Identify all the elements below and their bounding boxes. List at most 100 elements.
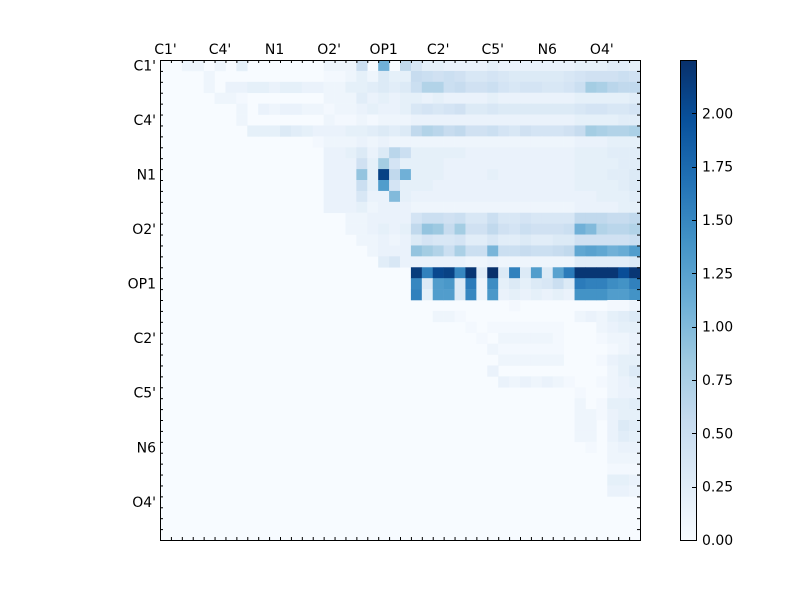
- heatmap-cell: [378, 223, 390, 235]
- heatmap-cell: [596, 158, 608, 170]
- heatmap-cell: [629, 278, 641, 290]
- heatmap-cell: [596, 114, 608, 126]
- heatmap-cell: [421, 223, 434, 235]
- heatmap-cell: [454, 256, 466, 268]
- heatmap-cell: [454, 201, 466, 214]
- colorbar-tick-label: 2.00: [702, 106, 733, 122]
- heatmap-cell: [465, 245, 477, 257]
- heatmap-cell: [487, 365, 499, 377]
- heatmap-cell: [356, 92, 368, 104]
- heatmap-cell: [607, 441, 619, 454]
- heatmap-cell: [323, 114, 335, 126]
- heatmap-cell: [247, 125, 259, 137]
- y-tick-label: C5': [133, 386, 156, 402]
- heatmap-cell: [443, 92, 455, 104]
- heatmap-cell: [410, 201, 423, 214]
- heatmap-cell: [389, 92, 401, 104]
- heatmap-cell: [520, 158, 532, 170]
- heatmap-cell: [389, 212, 401, 224]
- heatmap-cell: [563, 256, 575, 268]
- heatmap-cell: [520, 376, 532, 388]
- heatmap-cell: [629, 430, 641, 443]
- heatmap-cell: [607, 201, 619, 214]
- heatmap-cell: [236, 60, 248, 72]
- heatmap-cell: [563, 201, 575, 214]
- heatmap-cell: [607, 289, 619, 301]
- heatmap-cell: [618, 387, 630, 399]
- heatmap-cell: [574, 201, 586, 214]
- heatmap-cell: [356, 190, 368, 203]
- heatmap-cell: [629, 463, 641, 475]
- heatmap-cell: [323, 103, 335, 115]
- heatmap-cell: [574, 81, 586, 94]
- heatmap-cell: [596, 212, 608, 224]
- heatmap-cell: [465, 125, 477, 137]
- heatmap-cell: [520, 234, 532, 246]
- heatmap-cell: [618, 180, 630, 192]
- heatmap-cell: [520, 92, 532, 104]
- heatmap-cell: [301, 81, 314, 94]
- heatmap-cell: [465, 169, 477, 181]
- heatmap-cell: [520, 169, 532, 181]
- heatmap-cell: [563, 92, 575, 104]
- heatmap-cell: [400, 256, 412, 268]
- heatmap-cell: [629, 92, 641, 104]
- heatmap-cell: [574, 125, 586, 137]
- heatmap-cell: [443, 201, 455, 214]
- colorbar-tick-label: 1.50: [702, 213, 733, 229]
- heatmap-cell: [563, 60, 575, 72]
- heatmap-cell: [498, 125, 510, 137]
- heatmap-cell: [432, 114, 444, 126]
- heatmap-cell: [563, 147, 575, 159]
- heatmap-cell: [334, 114, 346, 126]
- heatmap-cell: [552, 81, 564, 94]
- heatmap-cell: [487, 81, 499, 94]
- heatmap-cell: [421, 92, 434, 104]
- heatmap-cell: [465, 147, 477, 159]
- heatmap-cell: [465, 136, 477, 148]
- heatmap-cell: [378, 92, 390, 104]
- heatmap-cell: [618, 223, 630, 235]
- heatmap-cell: [389, 223, 401, 235]
- heatmap-cell: [378, 245, 390, 257]
- heatmap-cell: [596, 81, 608, 94]
- heatmap-cell: [520, 60, 532, 72]
- heatmap-cell: [530, 278, 543, 290]
- heatmap-cell: [400, 201, 412, 214]
- heatmap-cell: [421, 147, 434, 159]
- heatmap-cell: [410, 60, 423, 72]
- heatmap-cell: [432, 169, 444, 181]
- heatmap-cell: [618, 201, 630, 214]
- heatmap-cell: [520, 70, 532, 83]
- heatmap-cell: [421, 180, 434, 192]
- heatmap-cell: [498, 343, 510, 355]
- heatmap-cell: [443, 256, 455, 268]
- heatmap-cell: [574, 420, 586, 432]
- heatmap-cell: [607, 420, 619, 432]
- heatmap-cell: [498, 278, 510, 290]
- heatmap-cell: [509, 245, 521, 257]
- heatmap-cell: [618, 343, 630, 355]
- colorbar-tick-label: 0.00: [702, 533, 733, 549]
- heatmap-cell: [552, 245, 564, 257]
- heatmap-cell: [465, 267, 477, 279]
- heatmap-cell: [443, 136, 455, 148]
- heatmap-cell: [574, 234, 586, 246]
- heatmap-cell: [487, 136, 499, 148]
- heatmap-cell: [476, 92, 488, 104]
- heatmap-cell: [367, 223, 379, 235]
- x-tick-label: C4': [209, 42, 232, 58]
- heatmap-cell: [389, 103, 401, 115]
- heatmap-cell: [400, 70, 412, 83]
- heatmap-cell: [498, 114, 510, 126]
- heatmap-cell: [378, 81, 390, 94]
- heatmap-cell: [421, 136, 434, 148]
- heatmap-cell: [290, 103, 303, 115]
- heatmap-cell: [629, 114, 641, 126]
- heatmap-cell: [356, 114, 368, 126]
- heatmap-cell: [356, 70, 368, 83]
- heatmap-cell: [410, 212, 423, 224]
- heatmap-cell: [520, 223, 532, 235]
- heatmap-cell: [563, 103, 575, 115]
- heatmap-cell: [345, 136, 357, 148]
